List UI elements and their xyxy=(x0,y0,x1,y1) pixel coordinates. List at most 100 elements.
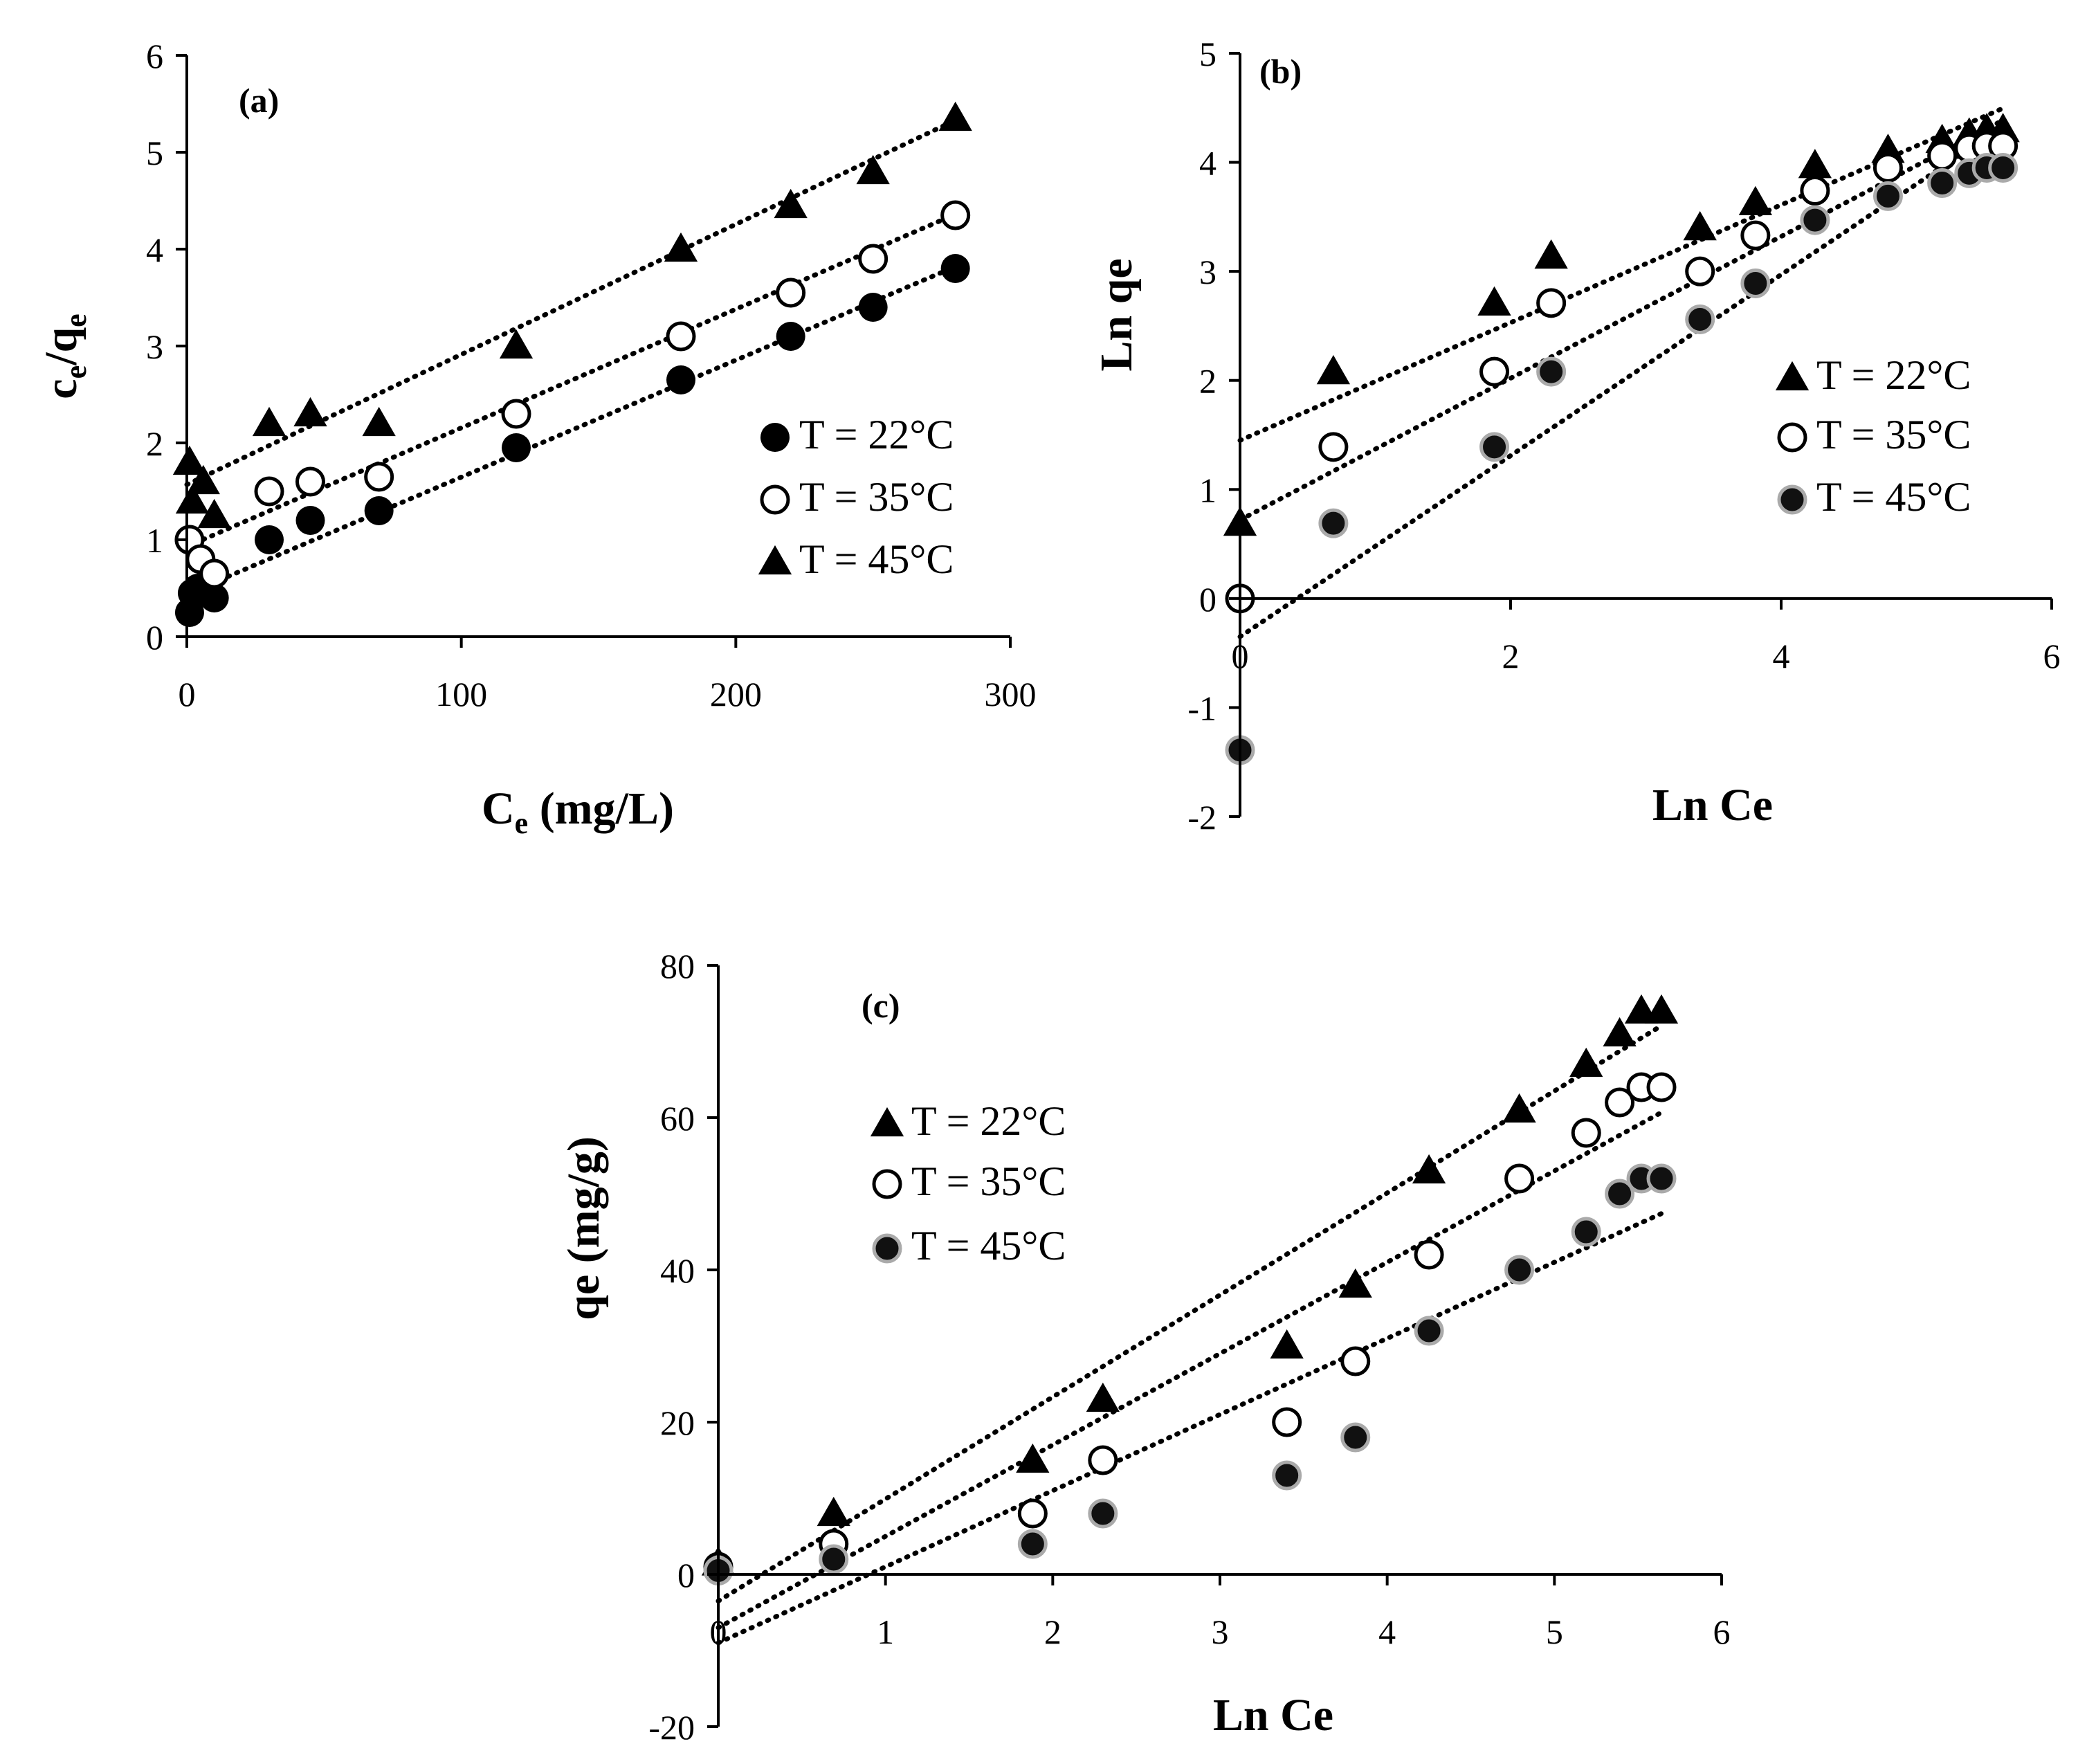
panel-a-data-point xyxy=(856,154,890,185)
panel-b-data-point xyxy=(1740,268,1771,298)
panel-b-data-point xyxy=(1534,239,1568,269)
panel-c-y-tick-label: -20 xyxy=(648,1708,695,1747)
panel-c-data-point xyxy=(1272,1407,1302,1437)
panel-c-data-point xyxy=(1571,1118,1601,1148)
panel-b-y-tick-label: 3 xyxy=(1199,253,1216,291)
panel-c-data-point xyxy=(1414,1316,1444,1346)
panel-a-data-point xyxy=(501,399,531,429)
panel-c-y-axis-title: qe (mg/g) xyxy=(558,1136,609,1320)
panel-c-legend-marker xyxy=(870,1107,904,1137)
panel-a-data-point xyxy=(940,200,971,230)
panel-a-data-point xyxy=(938,101,972,131)
panel-c-legend-label: T = 35°C xyxy=(911,1158,1066,1204)
panel-b-data-point xyxy=(1740,220,1771,251)
panel-c-x-tick-label: 0 xyxy=(710,1612,727,1651)
panel-c-legend-label: T = 22°C xyxy=(911,1098,1066,1144)
panel-b-data-point xyxy=(1798,149,1832,179)
panel-a-axes xyxy=(176,54,1012,648)
panel-c-data-point xyxy=(1340,1346,1371,1376)
panel-a-y-tick-label: 4 xyxy=(146,230,163,269)
panel-a-data-point xyxy=(197,498,231,529)
panel-c-data-point xyxy=(1605,1179,1635,1209)
panel-b-data-point xyxy=(1479,432,1510,462)
panel-b-tick-labels: -2 -1 0 1 2 3 4 5 0 2 4 6 xyxy=(1187,35,2060,837)
panel-a-data-point xyxy=(362,406,396,437)
panel-a-data-point xyxy=(175,484,210,514)
panel-a-data-point xyxy=(774,188,808,219)
panel-b-x-tick-label: 2 xyxy=(1502,637,1520,675)
panel-a-x-tick-label: 300 xyxy=(985,675,1037,713)
panel-a-data-point xyxy=(666,365,695,394)
panel-b-x-axis-title: Ln Ce xyxy=(1652,780,1773,830)
panel-c-data-point xyxy=(1088,1445,1118,1475)
panel-b-points xyxy=(1223,113,2020,765)
panel-a-data-point xyxy=(255,525,284,554)
panel-a-y-tick-label: 3 xyxy=(146,327,163,366)
panel-c-legend-marker xyxy=(872,1233,902,1264)
panel-a-trendline xyxy=(184,209,964,549)
panel-c-data-point xyxy=(1504,1255,1535,1285)
panel-a-y-tick-label: 6 xyxy=(146,37,163,75)
panel-c-legend-marker xyxy=(872,1169,902,1199)
panel-a-y-tick-label: 0 xyxy=(146,618,163,657)
panel-c-y-tick-label: 0 xyxy=(677,1556,695,1594)
panel-a-data-point xyxy=(502,433,531,462)
panel-a-y-tick-label: 2 xyxy=(146,424,163,463)
panel-a-y-axis-title: ce/qe xyxy=(36,313,93,399)
panel-a-data-point xyxy=(186,464,220,495)
panel-c-tick-labels: -20 0 20 40 60 80 0 1 2 3 4 5 6 xyxy=(648,947,1730,1747)
panel-c-trendline xyxy=(716,1110,1664,1630)
panel-b-data-point xyxy=(1318,432,1349,462)
panel-b-data-point xyxy=(1738,185,1773,215)
panel-b-y-tick-label: 1 xyxy=(1199,471,1216,509)
panel-b-data-point xyxy=(1318,508,1349,538)
panel-c-data-point xyxy=(817,1496,850,1527)
panel-c-data-point xyxy=(1646,1072,1677,1102)
panel-c-label: (c) xyxy=(862,986,900,1025)
panel-b-y-tick-label: 2 xyxy=(1199,362,1216,401)
panel-b-data-point xyxy=(1479,356,1510,387)
panel-a-x-tick-label: 100 xyxy=(435,675,487,713)
panel-c-y-tick-label: 60 xyxy=(660,1099,695,1138)
panel-c-data-point xyxy=(1017,1529,1048,1559)
panel-a-legend-marker xyxy=(760,423,790,452)
panel-b-y-tick-label: -1 xyxy=(1187,689,1216,727)
panel-b-legend-marker xyxy=(1777,484,1807,515)
panel-a-x-axis-title: Ce (mg/L) xyxy=(482,783,674,840)
panel-b-data-point xyxy=(1927,140,1958,171)
panel-c-data-point xyxy=(1502,1093,1536,1123)
panel-b-trendline xyxy=(1237,123,2006,639)
panel-a-legend-marker xyxy=(760,484,790,515)
panel-c-x-tick-label: 4 xyxy=(1378,1612,1396,1651)
panel-b-data-point xyxy=(1800,176,1830,206)
panel-b-data-point xyxy=(1477,286,1511,316)
panel-a-data-point xyxy=(199,558,230,589)
panel-b-x-tick-label: 4 xyxy=(1773,637,1790,675)
panel-a-data-point xyxy=(940,254,970,283)
panel-b-y-tick-label: -2 xyxy=(1187,798,1216,837)
panel-b-y-tick-label: 5 xyxy=(1199,35,1216,73)
panel-c-trendline xyxy=(716,1211,1664,1646)
panel-a-y-tick-label: 5 xyxy=(146,134,163,172)
panel-b-data-point xyxy=(1685,256,1715,287)
panel-a-data-point xyxy=(666,321,696,352)
panel-c-x-axis-title: Ln Ce xyxy=(1213,1690,1333,1740)
panel-a-data-point xyxy=(295,466,325,497)
panel-c-x-tick-label: 1 xyxy=(877,1612,894,1651)
panel-b-data-point xyxy=(1536,356,1567,387)
panel-a-x-tick-label: 0 xyxy=(179,675,196,713)
panel-c-y-tick-label: 80 xyxy=(660,947,695,985)
panel-b-legend-marker xyxy=(1777,422,1807,453)
panel-b-data-point xyxy=(1927,168,1958,199)
panel-c-data-point xyxy=(1270,1329,1304,1359)
panel-c-data-point xyxy=(1605,1087,1635,1118)
panel-c-data-point xyxy=(1414,1239,1444,1270)
panel-b-label: (b) xyxy=(1259,52,1302,91)
panel-c-y-tick-label: 40 xyxy=(660,1251,695,1290)
panel-b-data-point xyxy=(1872,181,1903,211)
panel-b-data-point xyxy=(1685,304,1715,334)
panel-c-x-tick-label: 5 xyxy=(1546,1612,1563,1651)
panel-b-y-tick-label: 0 xyxy=(1199,580,1216,619)
